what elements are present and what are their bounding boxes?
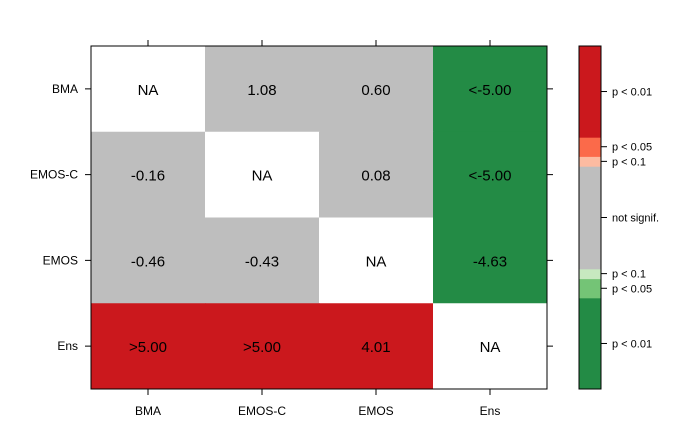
cell-value-label: NA <box>480 339 501 356</box>
cell-value-label: NA <box>138 82 159 99</box>
cell-value-label: -0.16 <box>131 168 165 185</box>
heatmap-cells <box>91 46 548 390</box>
heatmap-cell <box>319 303 434 390</box>
cell-value-label: <-5.00 <box>469 168 512 185</box>
cell-value-label: -4.63 <box>473 253 507 270</box>
heatmap-cell <box>433 303 548 390</box>
color-key-label: p < 0.05 <box>612 142 652 154</box>
color-key-band <box>579 156 601 167</box>
heatmap-cell <box>91 131 206 218</box>
heatmap-cell <box>319 46 434 133</box>
color-key-label: p < 0.1 <box>612 269 646 281</box>
cell-value-label: 0.08 <box>361 168 390 185</box>
color-key: p < 0.01 p < 0.05 p < 0.1 not signif. p < 0.… <box>578 45 659 390</box>
color-key-band <box>579 46 601 138</box>
color-key-band <box>579 278 601 299</box>
cell-value-label: NA <box>366 253 387 270</box>
heatmap-cell <box>91 303 206 390</box>
color-key-band <box>579 297 601 390</box>
heatmap-cell <box>433 46 548 133</box>
color-key-label: p < 0.01 <box>612 338 652 350</box>
color-key-label: p < 0.05 <box>612 283 652 295</box>
heatmap-cell <box>319 131 434 218</box>
cell-value-label: <-5.00 <box>469 82 512 99</box>
color-key-label: p < 0.01 <box>612 87 652 99</box>
color-key-label: p < 0.1 <box>612 156 646 168</box>
row-label: BMA <box>52 82 78 96</box>
row-label: EMOS-C <box>30 168 78 182</box>
column-label: BMA <box>135 404 161 418</box>
heatmap-cell <box>205 46 320 133</box>
heatmap-cell <box>433 217 548 304</box>
column-label: EMOS <box>358 404 393 418</box>
heatmap-cell <box>205 217 320 304</box>
color-key-band <box>579 137 601 157</box>
heatmap-cell <box>319 217 434 304</box>
color-key-band <box>579 268 601 280</box>
heatmap-cell <box>205 303 320 390</box>
axis-ticks <box>85 40 553 395</box>
column-labels: BMA EMOS-C EMOS Ens <box>135 404 500 418</box>
panel-border <box>90 45 548 390</box>
heatmap-cell <box>205 131 320 218</box>
heatmap-cell <box>91 217 206 304</box>
cell-value-label: 4.01 <box>361 339 390 356</box>
cell-labels: NA 1.08 0.60 <-5.00 -0.16 NA 0.08 <-5.00 -0.46 -0… <box>129 82 511 356</box>
column-label: Ens <box>480 404 501 418</box>
cell-value-label: >5.00 <box>243 339 281 356</box>
cell-value-label: >5.00 <box>129 339 167 356</box>
row-labels: BMA EMOS-C EMOS Ens <box>30 82 78 353</box>
cell-value-label: -0.46 <box>131 253 165 270</box>
cell-value-label: 0.60 <box>361 82 390 99</box>
cell-value-label: NA <box>252 168 273 185</box>
color-key-label: not signif. <box>612 213 659 225</box>
heatmap-cell <box>91 46 206 133</box>
cell-value-label: -0.43 <box>245 253 279 270</box>
cell-value-label: 1.08 <box>247 82 276 99</box>
column-label: EMOS-C <box>238 404 286 418</box>
heatmap-cell <box>433 131 548 218</box>
row-label: Ens <box>57 339 78 353</box>
color-key-band <box>579 166 601 270</box>
row-label: EMOS <box>43 253 78 267</box>
